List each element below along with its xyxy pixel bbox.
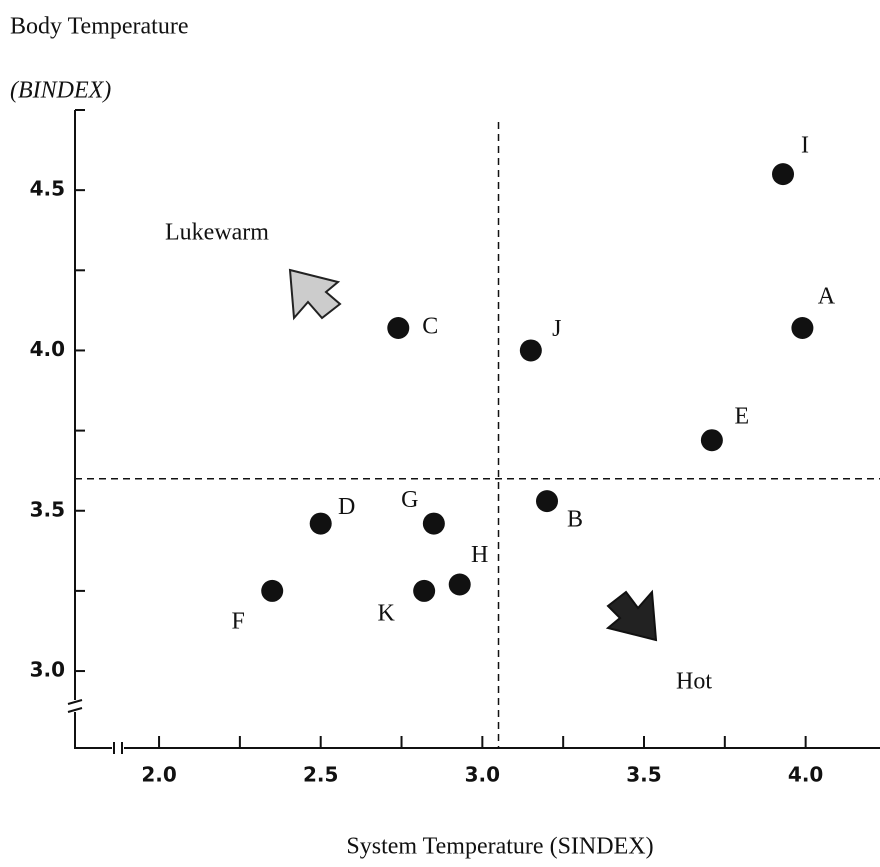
point xyxy=(448,573,471,596)
point-label: I xyxy=(801,133,809,159)
y-tick-label: 4.0 xyxy=(30,337,65,361)
point-label: H xyxy=(471,542,488,568)
annotation: Hot xyxy=(676,669,712,695)
x-tick-label: 2.0 xyxy=(141,763,176,787)
point xyxy=(700,429,723,452)
point xyxy=(772,163,795,186)
point xyxy=(519,339,542,362)
y-tick-label: 3.0 xyxy=(30,658,65,682)
point-label: F xyxy=(232,608,245,634)
arrow xyxy=(605,589,658,642)
x-tick-label: 2.5 xyxy=(303,763,338,787)
point-label: E xyxy=(735,404,750,430)
y-tick-label: 4.5 xyxy=(30,177,65,201)
x-axis-title: System Temperature (SINDEX) xyxy=(346,834,653,860)
point-label: C xyxy=(422,314,438,340)
y-tick-label: 3.5 xyxy=(30,497,65,521)
point xyxy=(261,579,284,602)
y-axis-title: (BINDEX) xyxy=(10,78,111,104)
point xyxy=(422,512,445,535)
point-label: G xyxy=(401,487,418,513)
point xyxy=(387,317,410,340)
point-label: D xyxy=(338,494,355,520)
x-tick-label: 3.5 xyxy=(626,763,661,787)
axes xyxy=(67,110,880,754)
annotation: Lukewarm xyxy=(165,220,269,246)
point-label: J xyxy=(552,316,561,342)
y-axis-title: Body Temperature xyxy=(10,14,189,40)
point xyxy=(536,490,559,513)
point-label: K xyxy=(377,600,395,626)
x-tick-label: 3.0 xyxy=(465,763,500,787)
arrow xyxy=(288,268,342,321)
point-label: A xyxy=(818,284,836,310)
x-tick-label: 4.0 xyxy=(788,763,823,787)
point xyxy=(791,317,814,340)
point xyxy=(309,512,332,535)
point xyxy=(413,579,436,602)
point-label: B xyxy=(567,507,583,533)
